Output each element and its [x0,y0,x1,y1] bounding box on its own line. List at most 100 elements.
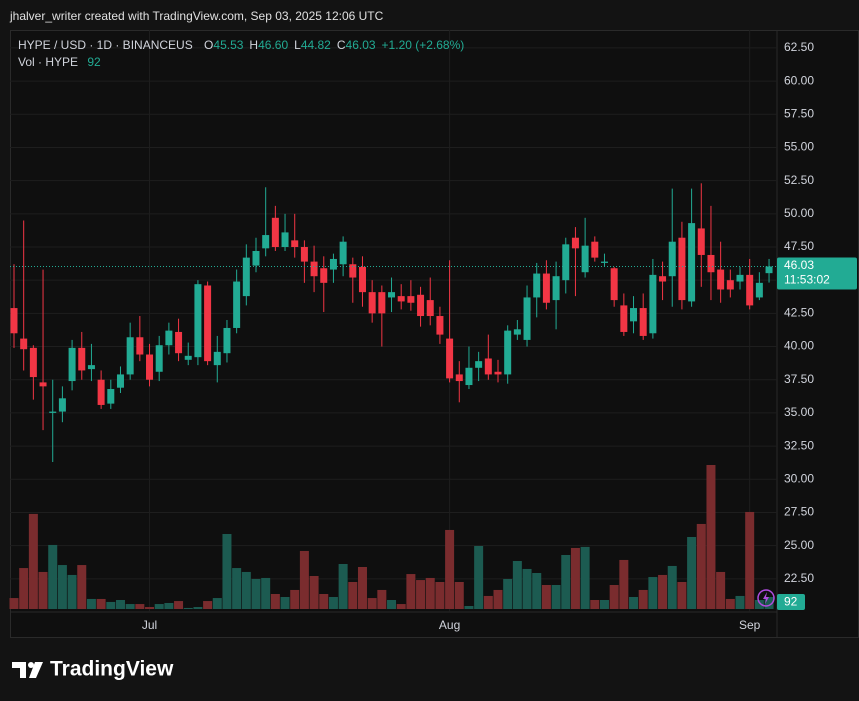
volume-bar [648,577,658,609]
volume-bar [309,576,319,609]
candle-body [513,329,521,335]
volume-bar [522,568,532,609]
volume-bar [503,579,513,609]
volume-bar [377,589,387,609]
candle-body [194,284,202,358]
y-tick-label: 32.50 [784,438,814,452]
chart-panel [10,30,859,638]
volume-bar [299,550,309,609]
candle-body [242,257,250,297]
y-tick-label: 40.00 [784,339,814,353]
volume-bar [677,582,687,609]
candle-body [717,269,725,290]
candle-body [213,351,221,366]
candle-body [146,354,154,380]
volume-bar [193,607,203,609]
logo-mark [12,662,26,678]
alert-bolt [763,592,769,604]
legend-field-value: 46.60 [258,38,288,52]
candle-body [610,268,618,301]
candle-body [465,367,473,386]
candle-body [339,241,347,265]
legend-field-label: O [204,38,213,52]
volume-bar [725,598,735,609]
volume-bar [154,604,164,609]
candle-body [562,244,570,281]
candle-body [504,330,512,375]
candle-body [678,237,686,301]
candle-body [223,327,231,354]
volume-bar [251,579,261,609]
legend-symbol: HYPE / USD · 1D · BINANCEUS [18,38,193,52]
volume-bar [425,577,435,609]
candle-body [388,292,396,298]
candle-body [630,308,638,322]
candle-body [358,266,366,293]
y-tick-label: 27.50 [784,505,814,519]
candle-body [107,389,115,404]
attribution: jhalver_writer created with TradingView.… [9,9,384,23]
volume-tag-label: 92 [784,595,798,609]
legend-field-value: 44.82 [301,38,331,52]
grid [10,30,777,612]
x-tick-label: Jul [142,618,157,632]
volume-bar [164,603,174,609]
y-tick-label: 50.00 [784,206,814,220]
volume-bar [745,511,755,609]
candle-body [281,232,289,248]
candle-body [87,365,95,370]
last-price-tag [777,257,857,290]
candle-body [68,347,76,382]
x-tick-label: Sep [739,618,761,632]
volume-bar [38,571,48,609]
volume-bar [754,600,764,609]
volume-bar [493,589,503,609]
candle-body [533,273,541,298]
candle-body [116,374,124,388]
candle-body [320,268,328,283]
candle-body [542,273,550,303]
legend-field-label: H [249,38,258,52]
volume-bar [764,597,774,609]
volume-bar [406,574,416,609]
volume-bar [348,582,358,609]
candle-body [746,274,754,306]
candle-body [552,276,560,301]
volume-bar [338,564,348,609]
volume-bar [290,589,300,609]
candle-body [262,235,270,249]
volume-bar [261,577,271,609]
candle-body [397,296,405,302]
legend: HYPE / USD · 1D · BINANCEUS O45.53 H46.60… [18,38,464,52]
volume-bar [561,555,571,609]
volume-legend-label: Vol · HYPE [18,55,78,69]
candle-body [291,240,299,248]
candle-body [378,292,386,314]
volume-bar [570,547,580,609]
countdown: 11:53:02 [784,273,830,287]
candle-body [233,281,241,328]
candle-body [765,266,773,274]
volume-bar [96,598,106,609]
volume-bar [19,568,29,609]
candle-body [136,337,144,355]
y-tick-label: 62.50 [784,40,814,54]
volume-bar [609,585,619,609]
candle-body [668,241,676,277]
volume-bar [454,582,464,609]
candle-body [417,294,425,317]
volume-bar [638,589,648,609]
volume-bar [445,529,455,609]
volume-bar [512,561,522,609]
candle-body [591,241,599,258]
candle-body [726,280,734,290]
candle-body [165,330,173,346]
volume-bar [357,567,367,609]
candle-body [175,331,183,354]
volume-bar [212,598,222,609]
volume-bar [174,601,184,609]
volume-bar [716,571,726,609]
candle-body [204,285,212,362]
volume-bar [270,594,280,609]
